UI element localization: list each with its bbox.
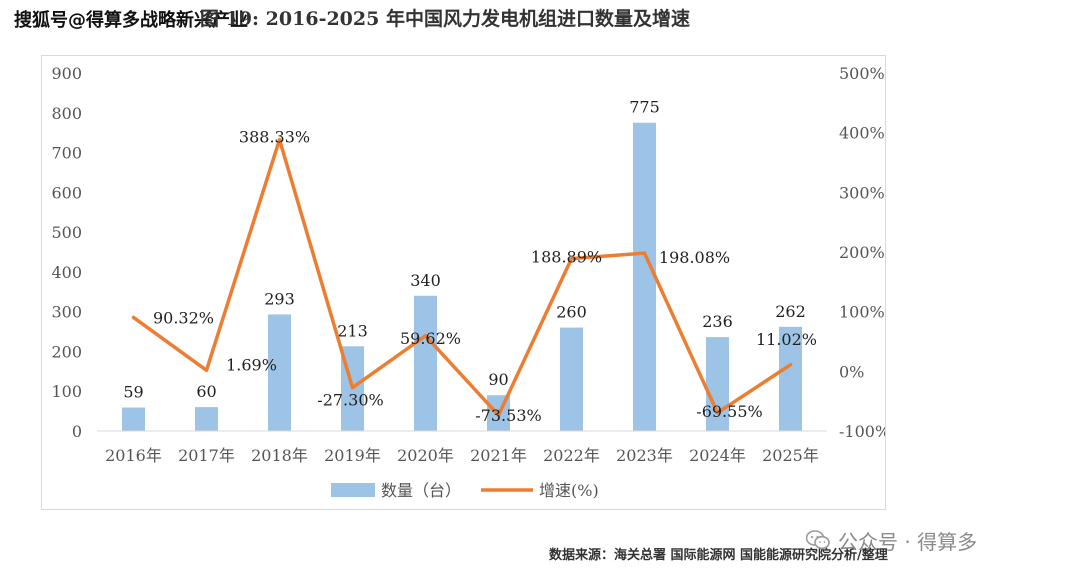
growth-label: -69.55%	[696, 402, 762, 421]
growth-line	[131, 137, 793, 417]
growth-point	[789, 363, 792, 367]
line-labels: 90.32% 1.69% 388.33% -27.30% 59.62% -73.53% 18…	[153, 128, 817, 426]
wechat-label: 公众号 · 得算多	[838, 529, 978, 554]
x-tick-label: 2025年	[762, 446, 819, 465]
bar-2025年	[779, 326, 802, 431]
growth-point	[278, 138, 281, 142]
bar-label: 60	[196, 382, 216, 401]
growth-label: 59.62%	[400, 329, 461, 348]
growth-label: 198.08%	[659, 248, 730, 267]
x-tick-label: 2016年	[105, 446, 162, 465]
bar-label: 90	[488, 370, 508, 389]
chart-title: 图 19: 2016-2025 年中国风力发电机组进口数量及增速	[200, 8, 690, 30]
x-tick-label: 2018年	[251, 446, 308, 465]
x-axis: 2016年 2017年 2018年 2019年 2020年 2021年 2022年 2023年…	[97, 430, 827, 465]
x-tick-label: 2019年	[324, 446, 381, 465]
bar-label: 260	[556, 303, 587, 322]
legend: 数量（台） 增速(%)	[331, 481, 599, 500]
bar-label: 59	[123, 383, 143, 402]
bar-series	[122, 122, 802, 431]
growth-point	[132, 315, 135, 319]
bar-label: 236	[702, 312, 733, 331]
combo-chart: 59 60 293 213 340 90 260 775 236 262 90.32% 1.69% 3…	[51, 64, 890, 500]
left-tick-label: 600	[51, 183, 82, 202]
right-tick-label: -100%	[839, 422, 885, 441]
x-tick-label: 2020年	[397, 446, 454, 465]
watermark-text: 搜狐号@得算多战略新兴产业	[14, 10, 248, 31]
growth-point	[570, 257, 573, 261]
left-tick-label: 800	[51, 104, 82, 123]
growth-label: 11.02%	[756, 330, 817, 349]
wechat-watermark: 公众号 · 得算多	[806, 522, 977, 558]
bar-2016年	[122, 407, 145, 431]
growth-point	[497, 413, 500, 417]
growth-point	[351, 386, 354, 390]
left-tick-label: 700	[51, 144, 82, 163]
right-tick-label: 0%	[839, 362, 864, 381]
bar-2017年	[195, 407, 218, 431]
x-tick-label: 2022年	[543, 446, 600, 465]
bar-labels: 59 60 293 213 340 90 260 775 236 262	[123, 98, 805, 402]
chart-frame: 59 60 293 213 340 90 260 775 236 262 90.32% 1.69% 3…	[41, 55, 890, 510]
bar-2022年	[560, 327, 583, 431]
left-tick-label: 900	[51, 64, 82, 83]
legend-bar-swatch	[331, 483, 375, 497]
left-tick-label: 200	[51, 342, 82, 361]
bar-label: 340	[410, 271, 441, 290]
growth-point	[205, 368, 208, 372]
growth-point	[716, 411, 719, 415]
growth-label: 1.69%	[226, 355, 277, 374]
x-tick-label: 2017年	[178, 446, 235, 465]
right-tick-label: 500%	[839, 64, 885, 83]
x-tick-label: 2024年	[689, 446, 746, 465]
bar-2018年	[268, 314, 291, 431]
x-tick-label: 2021年	[470, 446, 527, 465]
growth-label: 388.33%	[239, 128, 310, 147]
bar-label: 213	[337, 321, 368, 340]
data-source-note: 数据来源：海关总署 国际能源网 国能能源研究院分析/整理	[549, 548, 888, 563]
right-tick-label: 300%	[839, 183, 885, 202]
legend-line-label: 增速(%)	[539, 481, 599, 500]
left-axis: 0 100 200 300 400 500 600 700 800 900	[51, 64, 82, 441]
right-tick-label: 200%	[839, 243, 885, 262]
growth-label: -73.53%	[475, 406, 541, 425]
growth-point	[643, 251, 646, 255]
wechat-icon	[806, 530, 830, 550]
growth-point	[424, 334, 427, 338]
right-tick-label: 100%	[839, 303, 885, 322]
left-tick-label: 500	[51, 223, 82, 242]
bar-label: 775	[629, 98, 660, 117]
x-tick-label: 2023年	[616, 446, 673, 465]
bar-2023年	[633, 122, 656, 431]
bar-label: 262	[775, 302, 806, 321]
left-tick-label: 100	[51, 382, 82, 401]
left-tick-label: 300	[51, 303, 82, 322]
growth-label: 90.32%	[153, 308, 214, 327]
growth-label: -27.30%	[317, 391, 383, 410]
bar-2020年	[414, 295, 437, 431]
bar-label: 293	[264, 289, 295, 308]
left-tick-label: 400	[51, 263, 82, 282]
legend-bar-label: 数量（台）	[381, 481, 461, 500]
right-axis: -100% 0% 100% 200% 300% 400% 500%	[839, 64, 890, 441]
left-tick-label: 0	[72, 422, 82, 441]
right-tick-label: 400%	[839, 124, 885, 143]
line-series	[131, 137, 793, 417]
growth-label: 188.89%	[531, 248, 602, 267]
